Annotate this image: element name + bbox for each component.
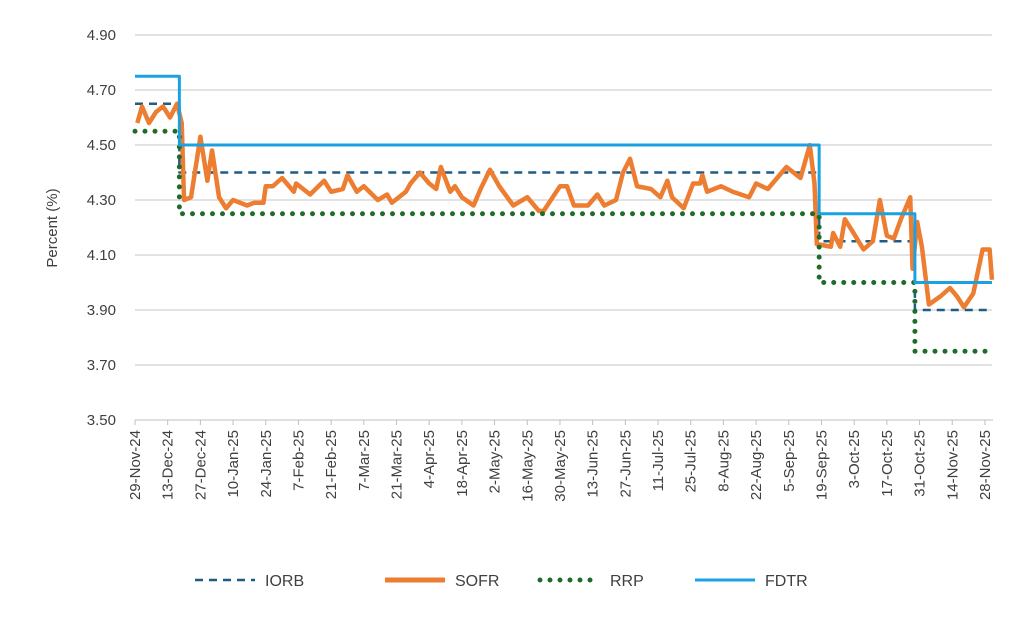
series-lines [132, 74, 995, 354]
x-tick-label: 24-Jan-25 [258, 430, 275, 498]
y-tick-label: 4.10 [87, 247, 116, 264]
x-tick-label: 28-Nov-25 [977, 430, 994, 500]
x-tick-label: 27-Dec-24 [192, 430, 209, 500]
y-tick-label: 3.50 [87, 412, 116, 429]
y-axis-ticks: 3.50 3.70 3.90 4.10 4.30 4.50 4.70 4.90 [87, 27, 116, 429]
series-sofr-line [135, 101, 995, 310]
y-tick-label: 4.50 [87, 137, 116, 154]
y-tick-label: 4.70 [87, 82, 116, 99]
x-tick-label: 18-Apr-25 [454, 430, 471, 497]
x-tick-label: 14-Nov-25 [944, 430, 961, 500]
series-iorb-line [135, 102, 992, 312]
legend-label-sofr: SOFR [455, 573, 499, 590]
legend-label-fdtr: FDTR [765, 573, 808, 590]
x-tick-label: 13-Jun-25 [585, 430, 602, 498]
x-tick-label: 16-May-25 [519, 430, 536, 502]
x-tick-label: 3-Oct-25 [846, 430, 863, 488]
x-tick-label: 10-Jan-25 [225, 430, 242, 498]
series-fdtr-line [135, 74, 992, 284]
x-tick-label: 7-Mar-25 [356, 430, 373, 491]
x-tick-label: 25-Jul-25 [683, 430, 700, 493]
legend-label-iorb: IORB [265, 573, 304, 590]
y-tick-label: 3.70 [87, 357, 116, 374]
x-tick-label: 29-Nov-24 [127, 430, 144, 500]
x-tick-label: 31-Oct-25 [912, 430, 929, 497]
x-tick-label: 21-Feb-25 [323, 430, 340, 499]
legend-label-rrp: RRP [610, 573, 644, 590]
x-tick-label: 19-Sep-25 [813, 430, 830, 500]
x-tick-label: 8-Aug-25 [715, 430, 732, 492]
x-tick-label: 4-Apr-25 [421, 430, 438, 488]
x-tick-label: 5-Sep-25 [781, 430, 798, 492]
x-tick-label: 30-May-25 [552, 430, 569, 502]
x-tick-label: 17-Oct-25 [879, 430, 896, 497]
y-tick-label: 4.30 [87, 192, 116, 209]
x-tick-label: 11-Jul-25 [650, 430, 667, 491]
x-tick-label: 13-Dec-24 [160, 430, 177, 500]
x-tick-label: 7-Feb-25 [290, 430, 307, 491]
x-tick-label: 27-Jun-25 [617, 430, 634, 498]
x-tick-label: 22-Aug-25 [748, 430, 765, 500]
y-tick-label: 4.90 [87, 27, 116, 44]
x-tick-label: 2-May-25 [487, 430, 504, 493]
y-tick-label: 3.90 [87, 302, 116, 319]
series-rrp-line [132, 128, 995, 354]
legend: IORB SOFR RRP FDTR [195, 573, 808, 590]
x-axis-ticks: 29-Nov-24 13-Dec-24 27-Dec-24 10-Jan-25 24-J… [127, 420, 994, 502]
y-axis-label: Percent (%) [44, 188, 61, 267]
x-tick-label: 21-Mar-25 [389, 430, 406, 499]
